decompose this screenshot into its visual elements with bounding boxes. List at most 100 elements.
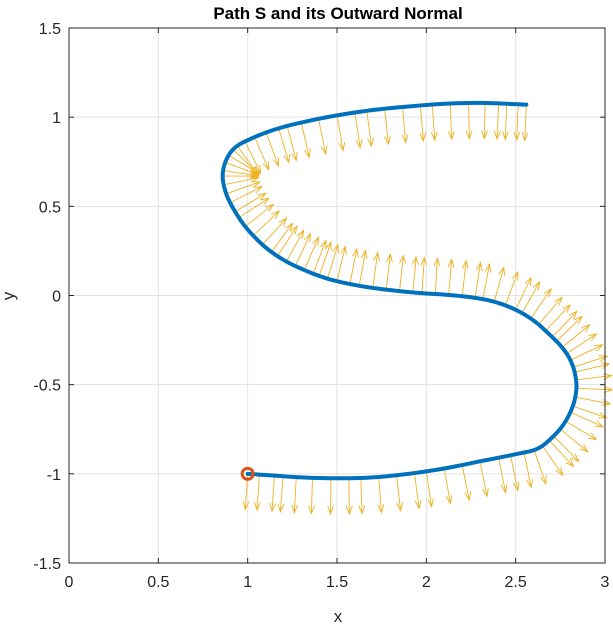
normal-arrow [420,256,428,294]
normal-arrow [244,203,275,227]
normal-arrow [300,122,311,159]
normal-arrow [481,102,488,140]
x-tick-label: 1.5 [326,574,348,591]
normal-arrow [336,115,346,152]
normal-arrow [318,241,332,277]
normal-arrow [542,445,564,477]
normal-arrow [286,125,298,162]
start-marker-group [240,466,255,481]
normal-arrow [538,296,563,325]
normal-arrow [479,461,489,498]
normal-arrow [461,464,472,502]
normal-arrow [327,478,335,516]
normal-arrow [504,270,519,306]
normal-arrow [294,232,312,267]
normal-arrow [515,276,532,310]
normal-arrow [553,435,580,463]
x-tick-label: 1 [243,574,252,591]
normal-arrow [234,192,267,213]
normal-arrow [433,257,441,295]
normal-arrow [277,476,285,514]
start-point-marker [240,466,255,481]
x-axis-label: x [334,607,343,625]
normal-arrow [399,254,406,292]
normal-arrow [377,476,385,514]
normal-arrow [573,355,609,368]
y-tick-label: 0 [52,289,61,306]
x-tick-label: 0.5 [147,574,169,591]
normal-arrow [312,239,327,274]
normal-arrow [498,457,508,494]
normal-arrow [548,439,575,468]
normal-arrow [358,249,368,286]
normal-arrows [222,102,613,516]
normal-arrow [570,344,604,361]
x-tick-label: 2 [422,574,431,591]
normal-arrow [566,333,598,354]
x-tick-label: 3 [601,574,610,591]
y-tick-label: -1 [47,467,61,484]
y-tick-label: -1.5 [33,556,61,573]
normal-arrow [252,210,281,236]
normal-arrow [396,475,404,512]
normal-arrow [222,172,260,180]
normal-arrow [574,362,611,373]
y-tick-label: 1 [52,110,61,127]
normal-arrow [345,478,353,516]
chart-title: Path S and its Outward Normal [213,4,462,23]
normal-arrow [493,266,506,302]
normal-arrow [269,475,276,513]
normal-arrow [419,105,427,143]
normal-arrow [358,477,366,515]
normal-arrow [384,108,391,146]
normal-arrow [559,428,589,453]
normal-arrow [551,310,578,338]
normal-arrow [493,103,501,141]
normal-arrow [238,197,270,219]
normal-arrow [530,288,552,319]
y-axis-label: y [0,291,18,300]
normal-arrow [271,222,294,253]
normal-arrow [447,258,455,296]
normal-arrow [401,106,409,144]
normal-arrow [277,225,298,257]
normal-arrow [291,477,299,515]
normal-arrow [411,255,419,293]
normal-arrow [366,110,374,148]
normal-arrow [545,303,571,332]
grid [69,28,605,563]
normal-arrow [502,103,509,141]
axes: 0 0.5 1 1.5 2 2.5 3 -1.5 -1 -0.5 0 0.5 1 1.5 [33,21,609,591]
normal-arrow [576,386,613,394]
y-tick-label: 1.5 [39,21,61,38]
normal-arrow [265,132,279,168]
normal-arrow [565,420,598,441]
normal-arrow [327,243,339,279]
x-tick-label: 2.5 [505,574,527,591]
normal-arrow [372,251,380,288]
normal-arrow [465,102,473,140]
y-tick-label: -0.5 [33,378,61,395]
normal-arrow [385,252,393,290]
normal-arrow [354,112,363,150]
normal-arrow [576,373,613,381]
normal-arrow [229,185,264,204]
normal-arrow [561,324,591,348]
normal-arrow [510,455,520,492]
normal-arrow [349,247,359,285]
normal-arrow [523,452,533,489]
normal-arrow [254,136,270,172]
normal-arrow [521,280,541,314]
normal-arrow [443,468,453,505]
normal-arrow [226,181,262,195]
normal-arrow [262,217,288,245]
normal-arrow [461,259,469,297]
normal-arrow [513,104,521,142]
normal-arrow [430,104,438,142]
path-s [220,100,579,481]
y-tick-label: 0.5 [39,199,61,216]
normal-arrow [413,473,422,510]
x-tick-label: 0 [65,574,74,591]
normal-arrow [572,405,608,419]
